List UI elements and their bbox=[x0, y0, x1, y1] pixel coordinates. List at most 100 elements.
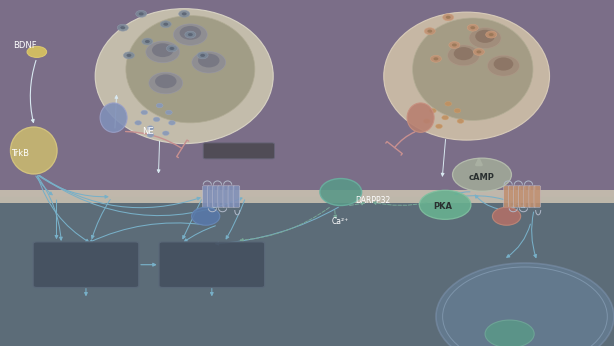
Ellipse shape bbox=[166, 110, 173, 115]
Ellipse shape bbox=[147, 126, 154, 130]
Ellipse shape bbox=[492, 207, 521, 225]
Text: NE: NE bbox=[142, 127, 154, 136]
Ellipse shape bbox=[141, 110, 148, 115]
FancyBboxPatch shape bbox=[203, 143, 274, 159]
Ellipse shape bbox=[136, 10, 147, 17]
Ellipse shape bbox=[443, 14, 454, 21]
Text: DARPP32: DARPP32 bbox=[355, 196, 390, 205]
Ellipse shape bbox=[453, 158, 511, 191]
Ellipse shape bbox=[429, 109, 436, 113]
Ellipse shape bbox=[174, 24, 208, 45]
Ellipse shape bbox=[147, 133, 154, 137]
Ellipse shape bbox=[27, 46, 47, 57]
Ellipse shape bbox=[180, 26, 201, 40]
Ellipse shape bbox=[473, 48, 484, 55]
Ellipse shape bbox=[182, 12, 187, 16]
Ellipse shape bbox=[123, 52, 134, 59]
Ellipse shape bbox=[467, 24, 478, 31]
Ellipse shape bbox=[152, 43, 174, 57]
Ellipse shape bbox=[475, 30, 495, 43]
Ellipse shape bbox=[494, 57, 513, 71]
Ellipse shape bbox=[485, 320, 534, 346]
Ellipse shape bbox=[407, 103, 434, 133]
Ellipse shape bbox=[117, 24, 128, 31]
Ellipse shape bbox=[470, 26, 475, 29]
Ellipse shape bbox=[146, 41, 180, 63]
FancyBboxPatch shape bbox=[529, 186, 535, 207]
Ellipse shape bbox=[419, 190, 471, 219]
Ellipse shape bbox=[156, 103, 163, 108]
FancyBboxPatch shape bbox=[228, 186, 235, 207]
Ellipse shape bbox=[120, 26, 125, 29]
Ellipse shape bbox=[436, 124, 442, 128]
Ellipse shape bbox=[149, 72, 183, 94]
Ellipse shape bbox=[320, 179, 362, 206]
Ellipse shape bbox=[469, 28, 501, 48]
Ellipse shape bbox=[489, 33, 494, 36]
Ellipse shape bbox=[126, 54, 131, 57]
Ellipse shape bbox=[436, 263, 614, 346]
FancyBboxPatch shape bbox=[159, 242, 265, 288]
FancyBboxPatch shape bbox=[213, 186, 219, 207]
Ellipse shape bbox=[430, 55, 441, 62]
Ellipse shape bbox=[166, 45, 177, 52]
Ellipse shape bbox=[142, 38, 153, 45]
Bar bbox=[0, 0, 614, 197]
Ellipse shape bbox=[424, 28, 435, 35]
Ellipse shape bbox=[192, 207, 220, 225]
FancyBboxPatch shape bbox=[508, 186, 515, 207]
Ellipse shape bbox=[384, 12, 550, 140]
Ellipse shape bbox=[445, 102, 452, 106]
Bar bbox=[0, 190, 614, 203]
Text: PKA: PKA bbox=[433, 202, 453, 211]
Ellipse shape bbox=[433, 57, 438, 61]
Ellipse shape bbox=[95, 9, 273, 144]
Text: cAMP: cAMP bbox=[469, 173, 495, 182]
Ellipse shape bbox=[424, 119, 430, 124]
Ellipse shape bbox=[200, 54, 205, 57]
Ellipse shape bbox=[168, 121, 176, 125]
FancyBboxPatch shape bbox=[534, 186, 541, 207]
Ellipse shape bbox=[446, 16, 451, 19]
Ellipse shape bbox=[162, 131, 169, 136]
FancyBboxPatch shape bbox=[233, 186, 240, 207]
Ellipse shape bbox=[454, 109, 460, 113]
Ellipse shape bbox=[486, 31, 497, 38]
Ellipse shape bbox=[185, 31, 196, 38]
Ellipse shape bbox=[100, 103, 127, 133]
Ellipse shape bbox=[488, 55, 519, 76]
Ellipse shape bbox=[413, 18, 533, 120]
FancyBboxPatch shape bbox=[503, 186, 510, 207]
Text: TrkB: TrkB bbox=[11, 149, 29, 158]
FancyBboxPatch shape bbox=[203, 186, 209, 207]
FancyBboxPatch shape bbox=[223, 186, 230, 207]
Ellipse shape bbox=[198, 54, 220, 67]
Ellipse shape bbox=[135, 121, 142, 125]
FancyBboxPatch shape bbox=[519, 186, 526, 207]
Ellipse shape bbox=[153, 117, 160, 122]
Ellipse shape bbox=[126, 16, 255, 123]
Ellipse shape bbox=[188, 33, 193, 36]
Ellipse shape bbox=[10, 127, 57, 174]
Ellipse shape bbox=[163, 22, 168, 26]
Ellipse shape bbox=[197, 52, 208, 59]
Ellipse shape bbox=[442, 115, 448, 120]
FancyBboxPatch shape bbox=[218, 186, 225, 207]
Ellipse shape bbox=[160, 21, 171, 28]
Ellipse shape bbox=[155, 74, 177, 88]
Ellipse shape bbox=[169, 47, 174, 50]
Text: BDNF: BDNF bbox=[14, 41, 37, 50]
FancyBboxPatch shape bbox=[524, 186, 530, 207]
Ellipse shape bbox=[179, 10, 190, 17]
Ellipse shape bbox=[476, 51, 481, 54]
Ellipse shape bbox=[145, 40, 150, 43]
FancyBboxPatch shape bbox=[33, 242, 139, 288]
Ellipse shape bbox=[192, 52, 226, 73]
Ellipse shape bbox=[454, 47, 473, 60]
FancyBboxPatch shape bbox=[514, 186, 520, 207]
Bar bbox=[0, 197, 614, 346]
Ellipse shape bbox=[448, 45, 480, 66]
Ellipse shape bbox=[457, 119, 464, 124]
FancyBboxPatch shape bbox=[208, 186, 214, 207]
Ellipse shape bbox=[427, 29, 432, 33]
